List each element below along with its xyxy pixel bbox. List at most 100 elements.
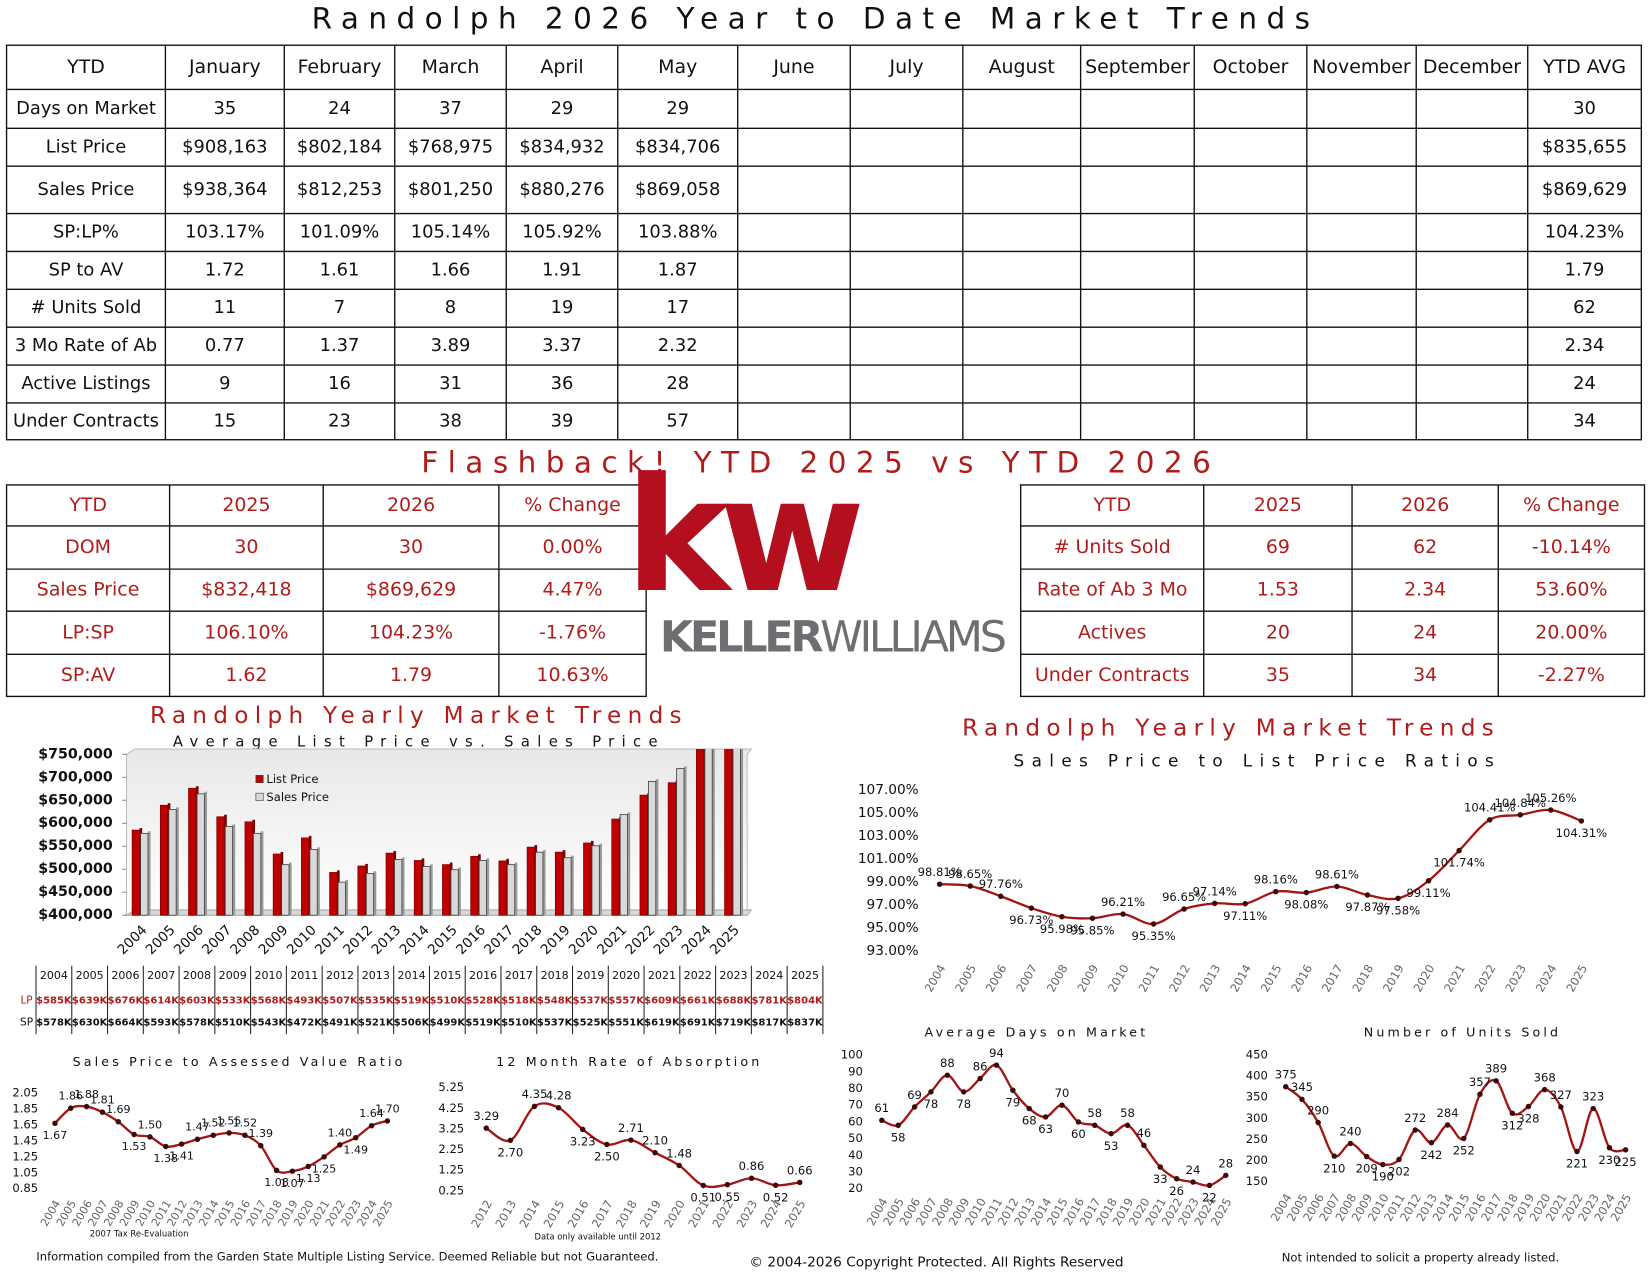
table-cell: 35 [1266, 664, 1290, 686]
value-label: 3.23 [570, 1135, 596, 1149]
row-label: Sales Price [37, 579, 140, 601]
marker [1428, 1139, 1435, 1146]
bar-side [740, 749, 744, 916]
bar-side [683, 766, 687, 916]
table-cell: 53.60% [1535, 579, 1607, 601]
table-cell: 8 [445, 297, 456, 318]
y-tick-label: 250 [1246, 1132, 1268, 1146]
marker [1477, 1091, 1483, 1098]
bar [442, 864, 451, 916]
row-label: 3 Mo Rate of Ab [15, 335, 157, 356]
value-label: 2.50 [594, 1150, 620, 1164]
value-label: 78 [924, 1097, 939, 1111]
value-label: 1.47 [185, 1121, 210, 1134]
table-header: 2016 [469, 969, 497, 982]
table-header: 2015 [433, 969, 461, 982]
marker [977, 1075, 983, 1082]
table-cell: 0.00% [542, 536, 602, 558]
value-label: 1.70 [375, 1102, 400, 1115]
bar [619, 814, 628, 916]
table-cell: 1.72 [205, 259, 245, 280]
table-cell: 19 [551, 297, 574, 318]
marker [1120, 911, 1126, 917]
marker [1347, 1140, 1354, 1147]
value-label: 190 [1372, 1170, 1394, 1184]
y-tick-label: 40 [848, 1148, 863, 1162]
value-label: 28 [1218, 1156, 1233, 1170]
value-label: 225 [1615, 1155, 1637, 1169]
marker [936, 881, 943, 887]
table-cell: 3.37 [542, 335, 582, 356]
y-tick-label: 100 [841, 1048, 863, 1062]
value-label: 1.64 [359, 1107, 384, 1120]
x-tick-label: 2007 [1013, 962, 1040, 994]
value-label: 95.85% [1070, 923, 1114, 937]
value-label: 1.52 [233, 1117, 258, 1130]
table-cell: 104.23% [1545, 221, 1625, 242]
table-header: 2020 [612, 969, 640, 982]
chart-subtitle: Sales Price to List Price Ratios [1014, 751, 1502, 771]
marker [1590, 1105, 1596, 1112]
table-cell: 101.09% [300, 221, 380, 242]
marker [1548, 807, 1554, 813]
logo-mark: kw [625, 445, 860, 628]
y-tick-label: 1.25 [12, 1149, 38, 1163]
x-tick-label: 2017 [481, 922, 517, 958]
table-header: YTD [66, 56, 105, 78]
value-label: 95.35% [1132, 929, 1176, 943]
table-cell: 9 [219, 373, 230, 394]
table-header: January [188, 56, 261, 78]
marker [1315, 1119, 1321, 1126]
y-tick-label: 107.00% [858, 782, 919, 798]
table-cell: $585K [36, 995, 73, 1006]
x-tick-label: 2015 [425, 922, 461, 958]
x-tick-label: 2025 [1563, 962, 1590, 994]
bar [695, 749, 705, 916]
bar [385, 852, 394, 916]
y-tick-label: 1.05 [12, 1165, 38, 1179]
y-tick-label: 70 [848, 1098, 863, 1112]
value-label: 202 [1388, 1165, 1410, 1179]
marker [967, 883, 973, 889]
bar [554, 851, 564, 916]
table-cell: -10.14% [1532, 536, 1611, 558]
marker [115, 1118, 122, 1125]
bar [583, 842, 592, 916]
table-header: 2018 [541, 969, 569, 982]
table-header: May [658, 56, 697, 78]
table-cell: 38 [439, 410, 462, 431]
table-cell: $630K [72, 1018, 109, 1029]
table-cell: $578K [179, 1018, 216, 1029]
table-cell: 4.47% [542, 579, 602, 601]
y-tick-label: 5.25 [438, 1080, 464, 1094]
table-cell: $781K [751, 995, 788, 1006]
line [54, 1104, 388, 1174]
value-label: 24 [1186, 1163, 1201, 1177]
line [1285, 1078, 1626, 1166]
bar-side [345, 880, 349, 916]
table-cell: $908,163 [182, 136, 267, 157]
table-cell: 29 [666, 98, 689, 119]
table-cell: 11 [213, 297, 236, 318]
x-tick-label: 2024 [1533, 962, 1560, 994]
table-cell: 104.23% [369, 621, 453, 643]
value-label: 1.81 [90, 1094, 115, 1107]
value-label: 68 [1022, 1114, 1037, 1128]
value-label: 290 [1307, 1103, 1329, 1117]
y-tick-label: 300 [1246, 1111, 1268, 1125]
value-label: 272 [1404, 1111, 1426, 1125]
table-header: 2022 [684, 969, 712, 982]
y-tick-label: 3.25 [438, 1121, 464, 1135]
x-tick-label: 2012 [340, 922, 376, 958]
value-label: 2.71 [618, 1121, 644, 1135]
row-label: Days on Market [16, 98, 156, 119]
x-tick-label: 2014 [397, 922, 433, 958]
marker [131, 1131, 137, 1138]
bar [732, 749, 741, 916]
row-label: # Units Sold [31, 297, 142, 318]
bar [301, 837, 310, 916]
table-cell: 1.66 [431, 259, 471, 280]
table-cell: $664K [108, 1018, 145, 1029]
marker [555, 1105, 562, 1111]
